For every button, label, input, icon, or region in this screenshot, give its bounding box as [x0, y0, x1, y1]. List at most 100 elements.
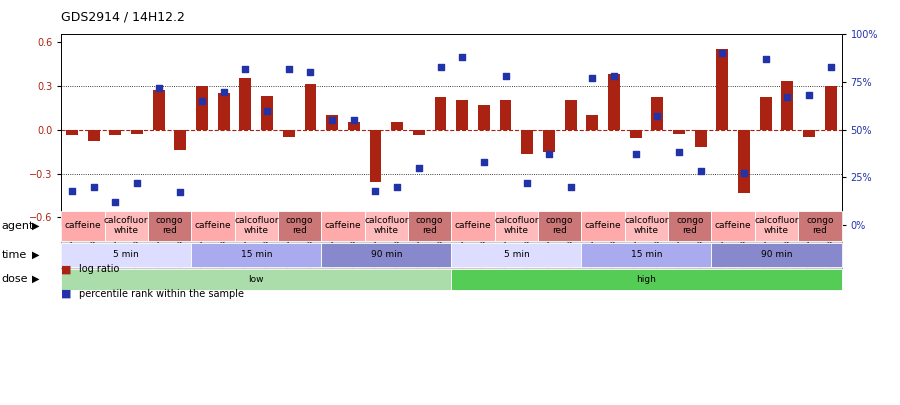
Point	[173, 189, 187, 196]
Point	[65, 187, 79, 194]
Bar	[326, 115, 338, 130]
Point	[802, 92, 816, 98]
Point	[86, 183, 101, 190]
Bar	[456, 100, 468, 130]
Text: congo
red: congo red	[286, 216, 313, 235]
Bar	[760, 97, 771, 130]
Point	[303, 69, 318, 76]
Point	[671, 149, 686, 156]
Point	[455, 54, 470, 60]
Point	[217, 88, 231, 95]
Bar	[673, 130, 685, 134]
Point	[628, 151, 643, 158]
Point	[195, 98, 210, 104]
Text: ▶: ▶	[32, 250, 40, 260]
Point	[693, 168, 707, 175]
Text: caffeine: caffeine	[325, 221, 361, 230]
Text: congo
red: congo red	[676, 216, 704, 235]
Text: ■: ■	[61, 289, 72, 298]
Text: percentile rank within the sample: percentile rank within the sample	[79, 289, 244, 298]
Bar	[131, 130, 143, 134]
Point	[260, 107, 274, 114]
Text: congo
red: congo red	[806, 216, 833, 235]
Text: calcofluor
white: calcofluor white	[234, 216, 278, 235]
Point	[411, 164, 426, 171]
Point	[585, 75, 599, 81]
Text: 5 min: 5 min	[113, 250, 140, 259]
Bar	[586, 115, 598, 130]
Bar	[283, 130, 294, 137]
Text: GDS2914 / 14H12.2: GDS2914 / 14H12.2	[61, 10, 185, 23]
Text: caffeine: caffeine	[454, 221, 491, 230]
Bar	[413, 130, 425, 135]
Text: calcofluor
white: calcofluor white	[754, 216, 798, 235]
Point	[716, 50, 730, 57]
Bar	[716, 49, 728, 130]
Bar	[392, 122, 403, 130]
Point	[368, 187, 382, 194]
Text: 15 min: 15 min	[240, 250, 272, 259]
Bar	[66, 130, 78, 135]
Point	[433, 64, 447, 70]
Text: log ratio: log ratio	[79, 264, 120, 274]
Text: 15 min: 15 min	[631, 250, 662, 259]
Bar	[218, 93, 230, 130]
Text: ■: ■	[61, 264, 72, 274]
Text: 90 min: 90 min	[760, 250, 792, 259]
Bar	[500, 100, 511, 130]
Point	[238, 66, 253, 72]
Point	[108, 199, 122, 205]
Text: agent: agent	[2, 221, 34, 231]
Text: caffeine: caffeine	[194, 221, 231, 230]
Bar	[88, 130, 100, 141]
Bar	[153, 90, 165, 130]
Bar	[110, 130, 122, 135]
Point	[759, 56, 773, 62]
Bar	[630, 130, 642, 139]
Bar	[695, 130, 707, 147]
Text: caffeine: caffeine	[65, 221, 101, 230]
Text: high: high	[636, 275, 656, 284]
Text: ▶: ▶	[32, 274, 40, 284]
Text: dose: dose	[2, 274, 28, 284]
Point	[650, 113, 664, 119]
Bar	[652, 97, 663, 130]
Point	[737, 170, 751, 177]
Point	[780, 94, 795, 100]
Point	[520, 180, 535, 186]
Text: time: time	[2, 250, 27, 260]
Bar	[261, 96, 273, 130]
Point	[607, 73, 621, 79]
Bar	[348, 122, 360, 130]
Bar	[304, 84, 317, 130]
Text: low: low	[248, 275, 264, 284]
Text: 90 min: 90 min	[371, 250, 402, 259]
Point	[282, 66, 296, 72]
Text: caffeine: caffeine	[585, 221, 621, 230]
Bar	[478, 105, 490, 130]
Point	[130, 180, 144, 186]
Text: ▶: ▶	[32, 221, 40, 231]
Bar	[196, 86, 208, 130]
Text: caffeine: caffeine	[715, 221, 752, 230]
Text: congo
red: congo red	[546, 216, 573, 235]
Point	[563, 183, 578, 190]
Bar	[781, 81, 793, 130]
Point	[325, 117, 339, 124]
Point	[346, 117, 361, 124]
Point	[477, 159, 491, 165]
Text: calcofluor
white: calcofluor white	[104, 216, 148, 235]
Bar	[564, 100, 577, 130]
Text: calcofluor
white: calcofluor white	[364, 216, 409, 235]
Bar	[824, 86, 837, 130]
Text: calcofluor
white: calcofluor white	[625, 216, 669, 235]
Bar	[521, 130, 533, 154]
Bar	[803, 130, 815, 137]
Point	[390, 183, 404, 190]
Text: congo
red: congo red	[156, 216, 184, 235]
Point	[151, 85, 166, 91]
Bar	[738, 130, 750, 192]
Text: 5 min: 5 min	[503, 250, 529, 259]
Text: calcofluor
white: calcofluor white	[494, 216, 538, 235]
Bar	[175, 130, 186, 150]
